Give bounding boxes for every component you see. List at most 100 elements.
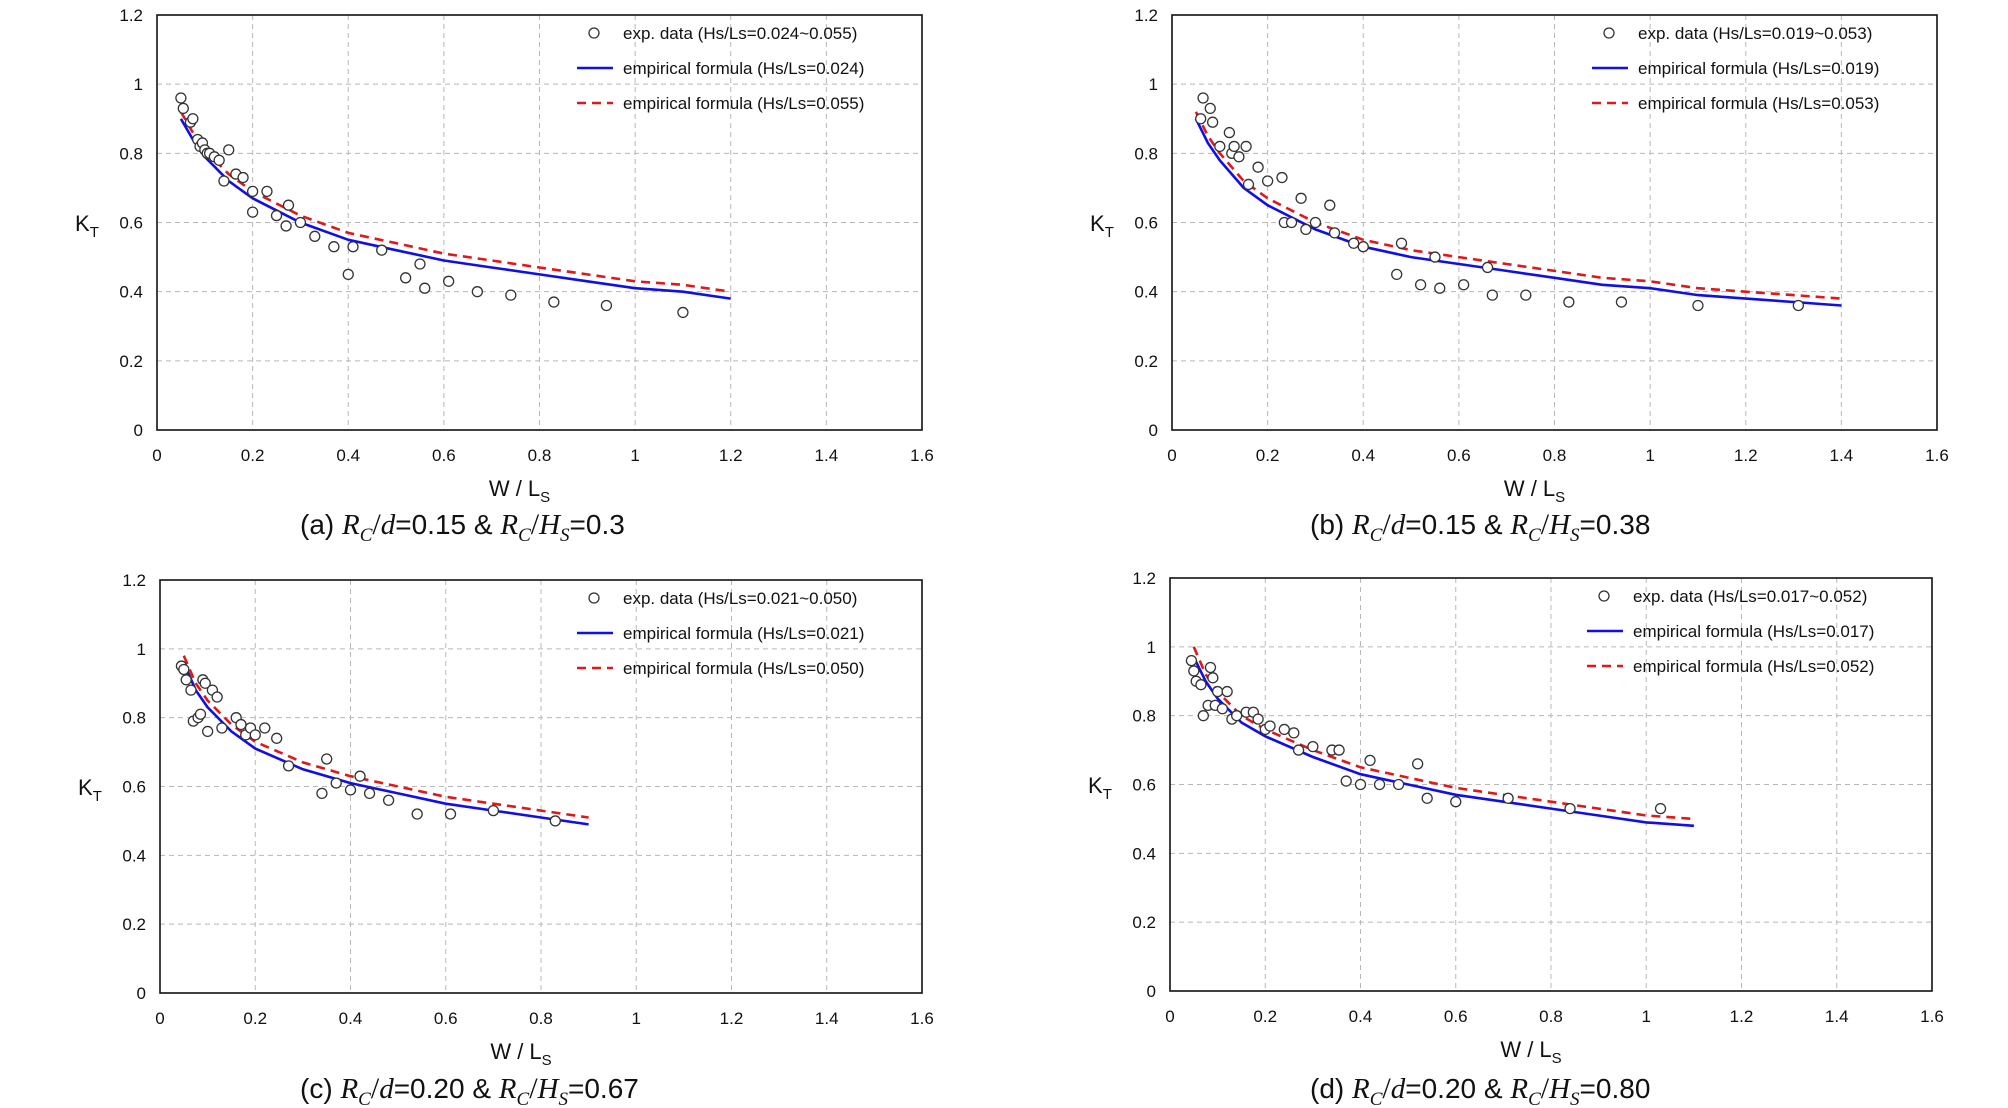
caption-symbol-r-sub: C [358,1089,371,1108]
x-tick-label: 1 [630,446,639,465]
y-tick-label: 0 [134,421,143,440]
data-point [1333,744,1345,756]
caption-symbol-r: R [1509,509,1528,541]
caption-symbol-r: R [499,509,518,541]
x-tick-label: 0 [1167,446,1176,465]
data-point [1185,654,1198,667]
x-tick-label: 1.4 [815,1009,839,1028]
x-axis-label: W / LS [489,476,550,506]
data-point [1792,299,1804,312]
legend-marker-exp [588,27,600,39]
caption-symbol-r-sub: C [360,525,373,546]
data-point [1412,758,1424,770]
y-tick-label: 0.8 [119,144,143,163]
caption-slash: / [1541,1072,1550,1105]
y-tick-label: 0.8 [122,709,146,728]
legend-label-exp: exp. data (Hs/Ls=0.021~0.050) [623,589,857,608]
caption-symbol-r-sub: C [1370,1089,1383,1108]
data-point [213,154,225,166]
legend-label-2: empirical formula (Hs/Ls=0.050) [623,659,864,678]
y-tick-label: 0.6 [119,214,143,233]
data-point [471,286,483,298]
series-line-1 [1192,656,1694,828]
caption-space [1503,1073,1511,1104]
legend-label-1: empirical formula (Hs/Ls=0.019) [1638,59,1879,78]
y-axis-label-main: K [1090,211,1105,236]
data-point [411,808,423,820]
caption-symbol-h-sub: S [1570,1089,1580,1108]
data-point [1502,792,1514,804]
y-axis-label-sub: T [1105,224,1114,241]
y-tick-label: 0.6 [122,778,146,797]
data-point [1340,775,1352,787]
data-point [194,708,207,720]
data-point [1278,723,1290,736]
caption-slash: / [1382,508,1391,541]
data-point [1307,740,1319,753]
data-point [270,209,283,222]
y-tick-label: 1.2 [122,571,146,590]
data-point [237,171,249,184]
data-point [1221,685,1233,698]
legend-label-exp: exp. data (Hs/Ls=0.019~0.053) [1638,24,1872,43]
data-point [1300,223,1312,236]
data-point [1563,296,1575,308]
x-axis-label: W / LS [490,1039,551,1069]
data-point [216,722,228,734]
y-axis-label: KT [75,211,99,241]
caption-value-rc-hs: =0.38 [1580,509,1651,540]
data-point [1211,685,1224,698]
y-tick-label: 1 [1147,638,1156,657]
y-tick-label: 1 [137,640,146,659]
data-point [180,674,192,686]
y-tick-label: 0.4 [122,846,146,865]
series-line-1 [1194,118,1842,307]
legend-label-exp: exp. data (Hs/Ls=0.017~0.052) [1633,587,1867,606]
data-point [175,92,187,104]
legend-label-2: empirical formula (Hs/Ls=0.053) [1638,94,1879,113]
x-tick-label: 0 [1165,1007,1174,1026]
x-tick-label: 0 [155,1009,164,1028]
x-tick-label: 1 [632,1009,641,1028]
y-axis-label-main: K [1088,773,1103,798]
data-point [1328,227,1341,239]
data-point [1364,754,1376,767]
y-tick-label: 0.2 [1132,913,1156,932]
data-point [1188,665,1200,677]
data-point [1520,289,1532,301]
data-point [249,729,261,741]
data-point [178,663,190,676]
caption-value-rc-d: =0.20 & [394,1073,492,1104]
y-tick-label: 0.2 [1134,352,1158,371]
legend-label-2: empirical formula (Hs/Ls=0.052) [1633,657,1874,676]
y-tick-label: 0.4 [119,283,143,302]
panel-caption: (a) RC/d=0.15 & RC/HS=0.3 [300,508,625,546]
data-point [1204,661,1217,674]
legend-marker-exp [588,592,600,604]
data-point [280,220,292,232]
caption-symbol-r-sub: C [517,1089,530,1108]
x-tick-label: 1.4 [1830,446,1854,465]
y-tick-label: 0.4 [1134,283,1158,302]
x-tick-label: 0.6 [1444,1007,1468,1026]
data-point [1391,268,1403,281]
chart-panel-4: 0 0.2 0.4 0.6 0.8 1 1.2 1.4 1.6 0 0.2 0.4 0.6 0.8 1 1.2… [1088,569,1944,1108]
data-point [1261,175,1274,187]
caption-symbol-h: H [538,509,562,541]
caption-symbol-r: R [1351,509,1370,541]
data-point [1223,126,1236,139]
caption-symbol-d: d [379,1073,394,1105]
series-line-1 [182,662,589,826]
data-point [419,282,431,294]
caption-slash: / [531,508,540,541]
data-point [382,794,395,806]
data-point [185,684,197,696]
data-point [1233,151,1245,163]
data-point [1357,241,1369,253]
data-point [271,732,283,744]
caption-value-rc-d: =0.20 & [1405,1073,1503,1104]
caption-label: (b) [1310,509,1352,540]
x-axis-label-sub: S [540,489,550,506]
y-axis-label: KT [1088,773,1112,803]
